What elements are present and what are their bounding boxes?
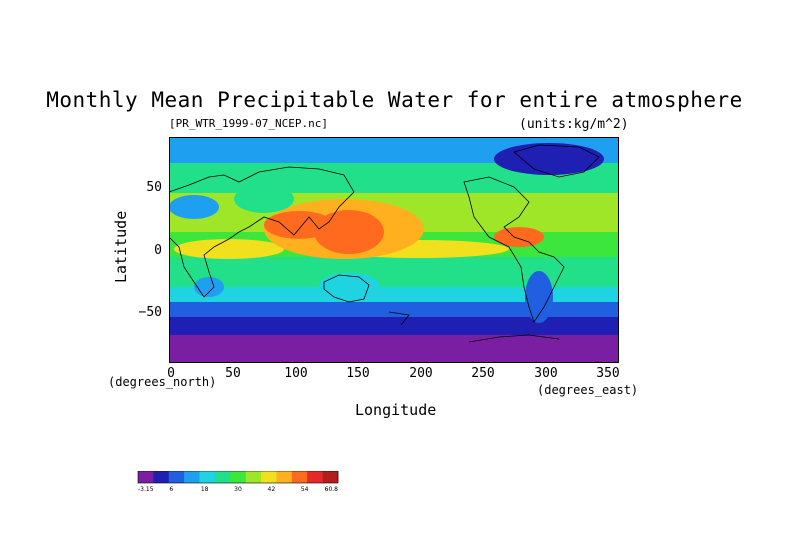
colorbar-tick-label: 42	[268, 486, 276, 493]
coast-new-zealand	[388, 311, 410, 326]
colorbar-swatch	[261, 471, 277, 483]
region-southern-africa	[194, 277, 224, 297]
region-central-america	[494, 227, 544, 247]
colorbar-tick-label: 54	[301, 486, 309, 493]
band-antarctica	[169, 335, 619, 363]
colorbar-swatch	[199, 471, 216, 483]
x-tick-350: 350	[596, 366, 620, 381]
region-greenland	[494, 143, 604, 175]
colorbar-tick-label: 6	[169, 486, 173, 493]
colorbar-swatch	[168, 471, 185, 483]
colorbar-tick-label: 18	[201, 486, 209, 493]
region-andes	[525, 271, 553, 323]
colorbar-swatch	[245, 471, 262, 483]
y-tick-50: 50	[146, 180, 162, 195]
chart-title: Monthly Mean Precipitable Water for enti…	[46, 88, 743, 112]
colorbar-swatch	[291, 471, 308, 483]
y-axis-label: Latitude	[112, 210, 130, 283]
y-axis-units: (degrees_north)	[108, 375, 217, 389]
x-tick-200: 200	[409, 366, 433, 381]
region-australia	[319, 273, 379, 297]
colorbar: -3.15 6 18 30 42 54 60.8	[136, 470, 346, 499]
colorbar-swatch	[214, 471, 231, 483]
colorbar-tick-label: 30	[234, 486, 242, 493]
colorbar-tick-label: -3.15	[138, 486, 154, 493]
x-tick-100: 100	[284, 366, 308, 381]
dataset-label: [PR_WTR_1999-07_NCEP.nc]	[169, 117, 328, 130]
band-south-subtropics	[169, 257, 619, 287]
x-axis-label: Longitude	[355, 401, 437, 419]
coast-greenland	[513, 144, 600, 178]
colorbar-swatch	[138, 471, 154, 483]
coast-americas	[463, 176, 565, 323]
y-tick-0: 0	[154, 243, 162, 258]
x-tick-250: 250	[471, 366, 495, 381]
colorbar-border	[137, 470, 339, 484]
map-border	[169, 137, 619, 363]
x-tick-0: 0	[167, 366, 175, 381]
coast-eurasia-africa	[169, 166, 355, 298]
colorbar-swatch	[153, 471, 170, 483]
region-central-asia	[234, 185, 294, 213]
coastlines	[169, 144, 600, 343]
colorbar-svg: -3.15 6 18 30 42 54 60.8	[137, 470, 339, 493]
region-warm-pool	[314, 210, 384, 254]
colorbar-swatch	[322, 471, 339, 483]
region-sahara	[169, 195, 219, 219]
region-tropical-atlantic-africa	[174, 239, 284, 259]
units-label: (units:kg/m^2)	[519, 117, 629, 132]
colorbar-tick-label: 60.8	[325, 486, 339, 493]
x-tick-300: 300	[534, 366, 558, 381]
coast-australia	[323, 274, 370, 303]
map-svg	[169, 137, 619, 363]
colorbar-swatch	[276, 471, 293, 483]
colorbar-swatch	[307, 471, 323, 483]
band-southern-ocean	[169, 317, 619, 337]
precipitable-water-map	[169, 137, 619, 363]
x-tick-150: 150	[346, 366, 370, 381]
x-tick-50: 50	[225, 366, 241, 381]
coast-antarctica	[468, 334, 560, 343]
y-tick-minus50: −50	[138, 305, 162, 320]
x-axis-units: (degrees_east)	[537, 383, 639, 397]
colorbar-swatch	[184, 471, 200, 483]
colorbar-swatch	[230, 471, 246, 483]
